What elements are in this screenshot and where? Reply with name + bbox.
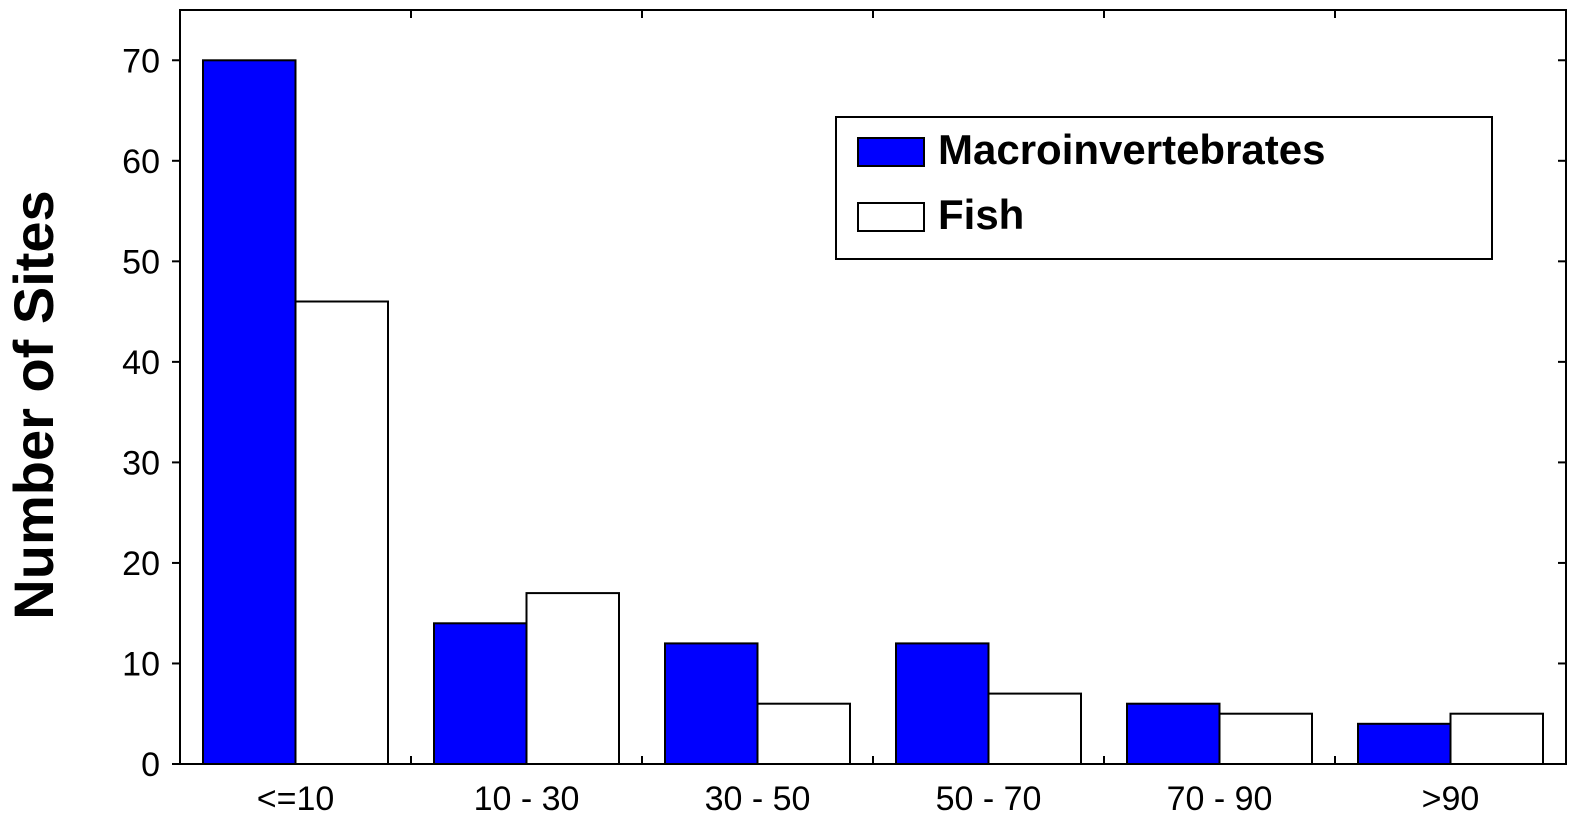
y-tick-label: 70 [122,42,160,80]
legend-swatch-macroinvertebrates [857,137,925,167]
x-tick-label: 30 - 50 [705,780,811,818]
bar-macroinvertebrates-4 [1126,702,1221,766]
y-tick-label: 30 [122,444,160,482]
bar-fish-2 [756,702,851,766]
y-axis-title: Number of Sites [2,190,65,619]
legend-label-macroinvertebrates: Macroinvertebrates [938,126,1326,173]
legend-swatch-fish [857,202,925,232]
bar-fish-0 [294,300,389,765]
y-tick-label: 20 [122,545,160,583]
bar-macroinvertebrates-5 [1357,722,1452,765]
x-tick-label: 10 - 30 [474,780,580,818]
bar-fish-3 [987,692,1082,765]
bar-macroinvertebrates-1 [433,622,528,765]
y-tick-label: 0 [141,746,160,784]
bar-macroinvertebrates-3 [895,642,990,766]
legend-label-fish: Fish [938,191,1024,238]
y-tick-label: 10 [122,645,160,683]
plot-frame [179,9,1567,765]
x-tick-label: 70 - 90 [1167,780,1273,818]
bar-fish-1 [525,592,620,765]
bar-fish-5 [1449,712,1544,766]
x-tick-label: >90 [1422,780,1480,818]
x-tick-label: 50 - 70 [936,780,1042,818]
bar-macroinvertebrates-0 [202,59,297,766]
legend: Macroinvertebrates Fish [835,116,1493,260]
y-tick-label: 40 [122,344,160,382]
bars-layer [202,59,1544,766]
bar-fish-4 [1218,712,1313,766]
legend-box [835,116,1493,260]
y-tick-label: 50 [122,243,160,281]
ticks-layer: 0 10 20 30 40 50 60 70 <=10 10 - 30 30 - 50 50 - 70… [122,10,1566,818]
x-tick-label: <=10 [257,780,335,818]
y-tick-label: 60 [122,143,160,181]
bar-macroinvertebrates-2 [664,642,759,766]
